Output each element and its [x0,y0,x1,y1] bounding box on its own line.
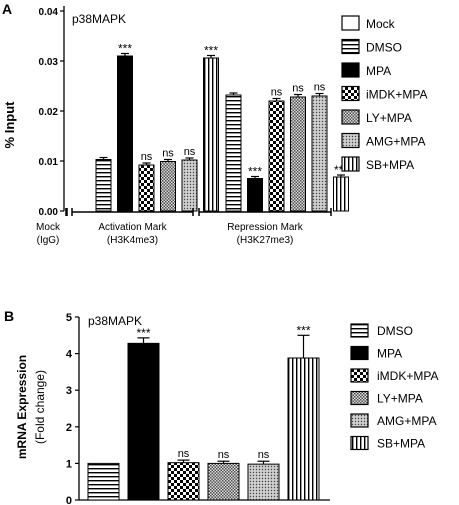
y-tick-label: 0.01 [39,157,59,168]
panel-a-y-ticks: 0.00 0.01 0.02 0.03 0.04 [39,7,64,218]
y-tick-label: 2 [66,422,72,434]
legend-swatch [350,390,369,406]
significance-label: ns [184,146,196,158]
bar [167,462,200,501]
legend-swatch [350,323,369,338]
y-tick-label: 5 [66,312,72,324]
group-label: (H3K4me3) [107,235,158,246]
panel-a-legend: Mock DMSO MPA iMDK+MPA LY+MPA AMG+MPA SB+MPA [341,15,427,172]
panel-b: B p38MAPK mRNA Expression (Fold change) … [4,308,438,505]
legend-label: iMDK+MPA [366,88,427,102]
legend-swatch [350,345,369,361]
significance-label: ns [314,82,326,94]
legend-label: LY+MPA [366,111,412,125]
significance-label: ns [162,148,174,160]
y-tick-label: 0.02 [39,107,59,118]
group-label: Mock [36,222,61,233]
panel-a-bars: ***ns ns ns******ns ns ns*** [95,42,349,212]
panel-b-y-axis-label-2: (Fold change) [33,370,47,444]
significance-label: ns [292,83,304,95]
legend-swatch [341,132,360,149]
y-tick-label: 4 [66,349,73,361]
significance-label: ns [141,151,153,163]
y-tick-label: 0.03 [39,57,59,68]
legend-label: AMG+MPA [377,414,436,428]
bar [247,463,280,501]
legend-label: Mock [366,17,396,31]
panel-b-label: B [4,308,14,324]
bar [287,357,320,501]
legend-label: DMSO [377,324,413,338]
bar [87,462,120,501]
significance-label: ns [258,449,270,461]
legend-swatch [341,156,360,172]
legend-label: LY+MPA [377,392,423,406]
panel-a-title: p38MAPK [72,12,126,26]
significance-label: *** [118,42,132,56]
legend-swatch [341,109,360,125]
panel-b-y-axis-label: mRNA Expression [15,355,29,459]
legend-swatch [341,38,360,55]
significance-label: ns [271,87,283,99]
bar [311,95,328,212]
group-label: (IgG) [37,235,60,246]
significance-label: *** [136,326,150,340]
bar [117,55,133,212]
panel-b-y-ticks: 0 1 2 3 4 5 [66,312,79,505]
legend-label: MPA [366,64,391,78]
panel-b-bars: *** ns ns ns *** [87,323,320,501]
bar [268,100,285,212]
legend-swatch [350,435,369,451]
bar [247,178,263,212]
legend-swatch [350,413,369,428]
significance-label: ns [178,448,190,460]
bar [207,462,240,501]
legend-swatch [350,368,369,383]
legend-label: DMSO [366,41,402,55]
panel-a-group-axes: Mock (IgG) Activation Mark (H3K4me3) Repress… [36,208,332,246]
bar [127,342,160,501]
panel-a-y-axis-label: % Input [2,101,17,149]
legend-swatch [341,15,360,31]
legend-label: iMDK+MPA [377,369,438,383]
bar [203,57,219,212]
bar [181,159,198,212]
legend-label: SB+MPA [366,158,414,172]
panel-b-legend: DMSO MPA iMDK+MPA LY+MPA AMG+MPA SB+MPA [350,323,438,451]
panel-a-label: A [2,1,12,17]
bar [138,164,155,212]
significance-label: *** [248,165,262,179]
y-tick-label: 0.04 [39,7,59,18]
legend-swatch [341,62,360,78]
panel-a: A p38MAPK % Input 0.00 0.01 0.02 0.03 0.04 *… [2,1,427,246]
significance-label: *** [296,323,310,337]
bar [160,161,176,212]
significance-label: ns [218,449,230,461]
y-tick-label: 0 [66,495,72,505]
legend-label: MPA [377,347,402,361]
bar [95,159,112,212]
legend-swatch [341,85,360,102]
panel-b-title: p38MAPK [88,314,142,328]
group-label: Activation Mark [98,222,167,233]
group-label: (H3K27me3) [237,235,294,246]
y-tick-label: 3 [66,385,72,397]
legend-label: AMG+MPA [366,135,425,149]
legend-label: SB+MPA [377,437,425,451]
bar [333,176,349,212]
bar [225,94,242,212]
bar [290,96,306,212]
y-tick-label: 1 [66,458,72,470]
significance-label: *** [204,44,218,58]
group-label: Repression Mark [227,222,304,233]
y-tick-label: 0.00 [39,207,59,218]
